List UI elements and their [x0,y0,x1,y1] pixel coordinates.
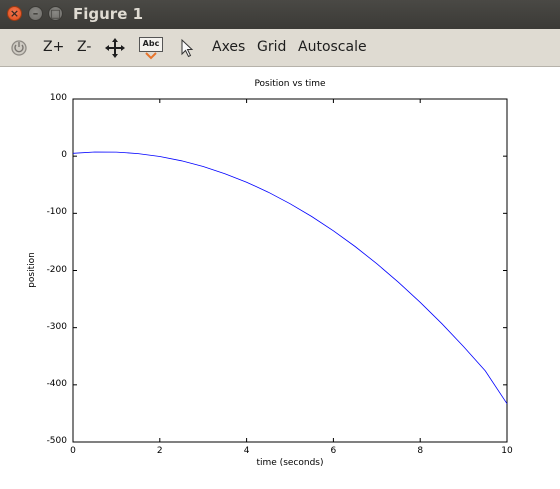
x-tick-label: 0 [70,446,76,456]
plot-axes-box [72,98,508,443]
chart-title: Position vs time [254,79,326,89]
close-window-button[interactable]: × [7,6,22,21]
zoom-out-button[interactable]: Z- [77,39,92,55]
y-tick-label: -400 [46,378,67,389]
plot-canvas[interactable] [0,67,560,489]
x-tick-label: 6 [330,446,337,456]
window-title: Figure 1 [73,5,144,23]
x-axis-label: time (seconds) [256,458,324,468]
y-axis-label: position [27,252,37,288]
grid-button[interactable]: Grid [257,39,287,55]
rotate-icon[interactable] [9,29,29,67]
text-insert-button[interactable]: Abc [139,37,163,60]
autoscale-button[interactable]: Autoscale [298,39,367,55]
zoom-in-button[interactable]: Z+ [43,39,65,55]
x-tick-label: 4 [243,446,250,456]
y-tick-label: -300 [46,321,67,332]
text-insert-icon: Abc [139,37,163,52]
x-tick-label: 10 [501,446,513,456]
y-tick-label: 100 [49,93,67,103]
pointer-icon[interactable] [180,29,194,67]
window-titlebar: × – □ Figure 1 [0,0,560,29]
axes-button[interactable]: Axes [212,39,246,55]
position-series-line [72,151,508,404]
maximize-window-button[interactable]: □ [48,6,63,21]
x-tick-label: 2 [156,446,163,456]
chevron-down-icon [145,52,157,60]
pan-icon[interactable] [105,29,125,67]
figure-toolbar: Z+ Z- Abc Axes Grid Autoscale [0,29,560,67]
y-tick-label: -100 [46,207,67,218]
y-tick-label: 0 [61,150,67,161]
y-tick-label: -500 [46,436,67,446]
axis-ticks [72,98,508,443]
x-tick-label: 8 [417,446,424,456]
minimize-window-button[interactable]: – [28,6,43,21]
y-tick-label: -200 [46,264,67,275]
